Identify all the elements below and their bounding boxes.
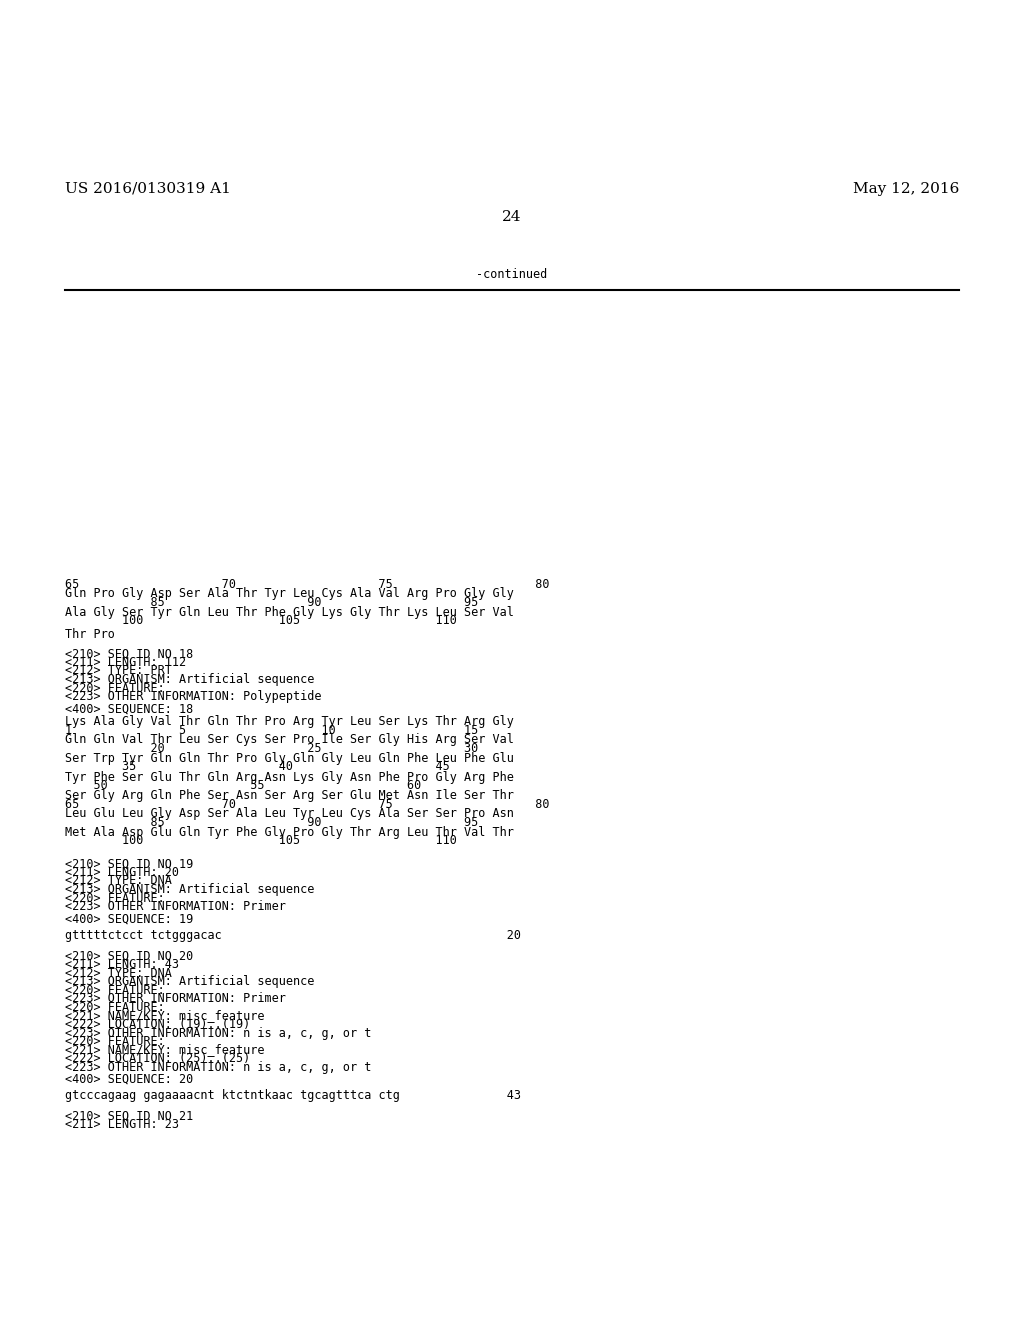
Text: <211> LENGTH: 43: <211> LENGTH: 43 — [65, 958, 179, 972]
Text: 100                   105                   110: 100 105 110 — [65, 615, 457, 627]
Text: <210> SEQ ID NO 20: <210> SEQ ID NO 20 — [65, 950, 194, 964]
Text: 35                    40                    45: 35 40 45 — [65, 760, 450, 774]
Text: <210> SEQ ID NO 21: <210> SEQ ID NO 21 — [65, 1110, 194, 1123]
Text: <212> TYPE: DNA: <212> TYPE: DNA — [65, 968, 172, 979]
Text: May 12, 2016: May 12, 2016 — [853, 182, 959, 195]
Text: <213> ORGANISM: Artificial sequence: <213> ORGANISM: Artificial sequence — [65, 975, 314, 989]
Text: <223> OTHER INFORMATION: n is a, c, g, or t: <223> OTHER INFORMATION: n is a, c, g, o… — [65, 1060, 372, 1073]
Text: <221> NAME/KEY: misc_feature: <221> NAME/KEY: misc_feature — [65, 1044, 264, 1056]
Text: 100                   105                   110: 100 105 110 — [65, 834, 457, 847]
Text: 50                    55                    60: 50 55 60 — [65, 779, 421, 792]
Text: -continued: -continued — [476, 268, 548, 281]
Text: gtcccagaag gagaaaacnt ktctntkaac tgcagtttca ctg               43: gtcccagaag gagaaaacnt ktctntkaac tgcagtt… — [65, 1089, 521, 1102]
Text: 65                    70                    75                    80: 65 70 75 80 — [65, 578, 550, 590]
Text: <222> LOCATION: (25)..(25): <222> LOCATION: (25)..(25) — [65, 1052, 250, 1065]
Text: <220> FEATURE:: <220> FEATURE: — [65, 1001, 165, 1014]
Text: <210> SEQ ID NO 19: <210> SEQ ID NO 19 — [65, 858, 194, 870]
Text: Thr Pro: Thr Pro — [65, 627, 115, 640]
Text: Leu Glu Leu Gly Asp Ser Ala Leu Tyr Leu Cys Ala Ser Ser Pro Asn: Leu Glu Leu Gly Asp Ser Ala Leu Tyr Leu … — [65, 808, 514, 821]
Text: US 2016/0130319 A1: US 2016/0130319 A1 — [65, 182, 230, 195]
Text: <221> NAME/KEY: misc_feature: <221> NAME/KEY: misc_feature — [65, 1010, 264, 1023]
Text: Tyr Phe Ser Glu Thr Gln Arg Asn Lys Gly Asn Phe Pro Gly Arg Phe: Tyr Phe Ser Glu Thr Gln Arg Asn Lys Gly … — [65, 771, 514, 784]
Text: Gln Pro Gly Asp Ser Ala Thr Tyr Leu Cys Ala Val Arg Pro Gly Gly: Gln Pro Gly Asp Ser Ala Thr Tyr Leu Cys … — [65, 587, 514, 601]
Text: <223> OTHER INFORMATION: Polypeptide: <223> OTHER INFORMATION: Polypeptide — [65, 690, 322, 704]
Text: <400> SEQUENCE: 20: <400> SEQUENCE: 20 — [65, 1073, 194, 1086]
Text: <222> LOCATION: (19)..(19): <222> LOCATION: (19)..(19) — [65, 1018, 250, 1031]
Text: <211> LENGTH: 23: <211> LENGTH: 23 — [65, 1118, 179, 1131]
Text: <220> FEATURE:: <220> FEATURE: — [65, 1035, 165, 1048]
Text: 85                    90                    95: 85 90 95 — [65, 597, 478, 609]
Text: <220> FEATURE:: <220> FEATURE: — [65, 983, 165, 997]
Text: <212> TYPE: PRT: <212> TYPE: PRT — [65, 664, 172, 677]
Text: <210> SEQ ID NO 18: <210> SEQ ID NO 18 — [65, 648, 194, 660]
Text: Met Ala Asp Glu Gln Tyr Phe Gly Pro Gly Thr Arg Leu Thr Val Thr: Met Ala Asp Glu Gln Tyr Phe Gly Pro Gly … — [65, 826, 514, 840]
Text: <400> SEQUENCE: 18: <400> SEQUENCE: 18 — [65, 702, 194, 715]
Text: <213> ORGANISM: Artificial sequence: <213> ORGANISM: Artificial sequence — [65, 883, 314, 896]
Text: gtttttctcct tctgggacac                                        20: gtttttctcct tctgggacac 20 — [65, 929, 521, 942]
Text: Gln Gln Val Thr Leu Ser Cys Ser Pro Ile Ser Gly His Arg Ser Val: Gln Gln Val Thr Leu Ser Cys Ser Pro Ile … — [65, 734, 514, 747]
Text: <213> ORGANISM: Artificial sequence: <213> ORGANISM: Artificial sequence — [65, 673, 314, 686]
Text: <211> LENGTH: 20: <211> LENGTH: 20 — [65, 866, 179, 879]
Text: Lys Ala Gly Val Thr Gln Thr Pro Arg Tyr Leu Ser Lys Thr Arg Gly: Lys Ala Gly Val Thr Gln Thr Pro Arg Tyr … — [65, 715, 514, 729]
Text: 24: 24 — [502, 210, 522, 224]
Text: 1               5                   10                  15: 1 5 10 15 — [65, 723, 478, 737]
Text: 85                    90                    95: 85 90 95 — [65, 816, 478, 829]
Text: <220> FEATURE:: <220> FEATURE: — [65, 681, 165, 694]
Text: <223> OTHER INFORMATION: n is a, c, g, or t: <223> OTHER INFORMATION: n is a, c, g, o… — [65, 1027, 372, 1040]
Text: 65                    70                    75                    80: 65 70 75 80 — [65, 797, 550, 810]
Text: <223> OTHER INFORMATION: Primer: <223> OTHER INFORMATION: Primer — [65, 900, 286, 913]
Text: <211> LENGTH: 112: <211> LENGTH: 112 — [65, 656, 186, 669]
Text: <212> TYPE: DNA: <212> TYPE: DNA — [65, 874, 172, 887]
Text: <223> OTHER INFORMATION: Primer: <223> OTHER INFORMATION: Primer — [65, 993, 286, 1006]
Text: <400> SEQUENCE: 19: <400> SEQUENCE: 19 — [65, 912, 194, 925]
Text: Ser Trp Tyr Gln Gln Thr Pro Gly Gln Gly Leu Gln Phe Leu Phe Glu: Ser Trp Tyr Gln Gln Thr Pro Gly Gln Gly … — [65, 752, 514, 766]
Text: 20                    25                    30: 20 25 30 — [65, 742, 478, 755]
Text: Ser Gly Arg Gln Phe Ser Asn Ser Arg Ser Glu Met Asn Ile Ser Thr: Ser Gly Arg Gln Phe Ser Asn Ser Arg Ser … — [65, 789, 514, 803]
Text: Ala Gly Ser Tyr Gln Leu Thr Phe Gly Lys Gly Thr Lys Leu Ser Val: Ala Gly Ser Tyr Gln Leu Thr Phe Gly Lys … — [65, 606, 514, 619]
Text: <220> FEATURE:: <220> FEATURE: — [65, 891, 165, 904]
